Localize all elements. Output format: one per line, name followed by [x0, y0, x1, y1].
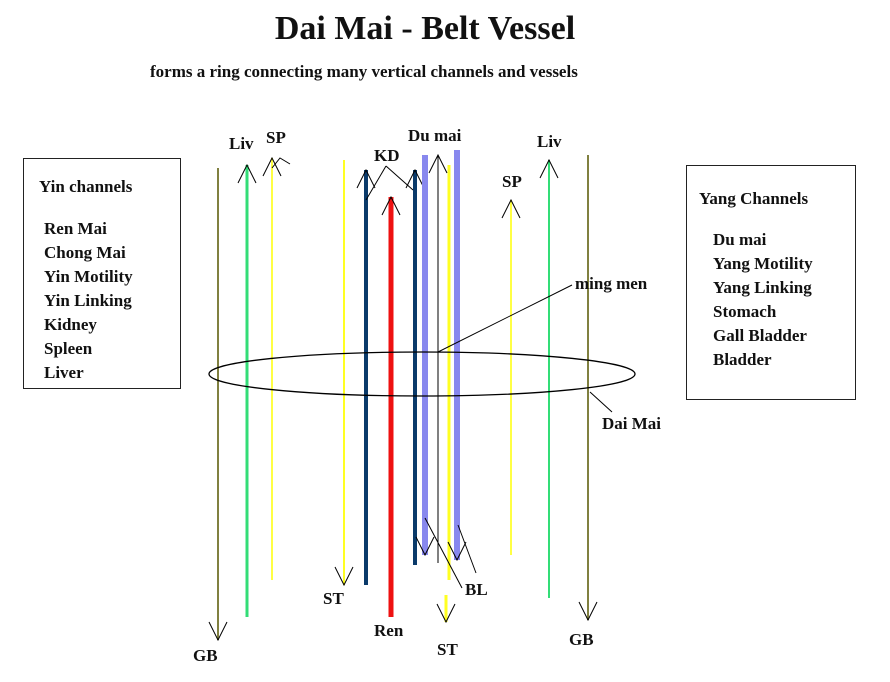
label-sp-right: SP	[502, 172, 522, 191]
yang-list: Du mai Yang Motility Yang Linking Stomac…	[713, 228, 813, 372]
arrow-up-icon	[501, 198, 521, 219]
list-item: Spleen	[44, 339, 93, 358]
arrow-down-icon	[415, 536, 435, 557]
label-ren: Ren	[374, 621, 404, 640]
list-item: Du mai	[713, 230, 767, 249]
list-item: Yang Linking	[713, 278, 812, 297]
arrow-up-icon	[428, 153, 448, 174]
ming-men-pointer	[437, 284, 573, 353]
yin-box-heading: Yin channels	[39, 177, 133, 196]
label-kd: KD	[374, 146, 400, 165]
list-item: Ren Mai	[44, 219, 107, 238]
list-item: Liver	[44, 363, 84, 382]
dai-mai-pointer	[589, 391, 613, 413]
label-gb-left: GB	[193, 646, 218, 665]
bl-pointer-right	[457, 524, 477, 574]
label-gb-right: GB	[569, 630, 594, 649]
label-st-left: ST	[323, 589, 344, 608]
diagram-subtitle: forms a ring connecting many vertical ch…	[150, 62, 578, 81]
label-st-center: ST	[437, 640, 458, 659]
kd-pointer-left	[365, 165, 387, 201]
label-dai-mai: Dai Mai	[602, 414, 662, 433]
label-bl: BL	[465, 580, 488, 599]
arrow-down-icon	[208, 621, 228, 642]
label-ming-men: ming men	[575, 274, 648, 293]
arrow-up-icon	[237, 163, 257, 184]
label-liv-right: Liv	[537, 132, 562, 151]
kd-pointer-right	[385, 165, 414, 191]
arrow-up-icon	[381, 195, 401, 216]
arrow-down-icon	[436, 603, 456, 624]
arrow-down-icon	[447, 541, 467, 562]
list-item: Chong Mai	[44, 243, 126, 262]
label-liv-left: Liv	[229, 134, 254, 153]
sp-left-pointer	[271, 157, 291, 169]
yin-list: Ren Mai Chong Mai Yin Motility Yin Linki…	[44, 217, 133, 385]
arrow-up-icon	[405, 168, 425, 189]
diagram-title: Dai Mai - Belt Vessel	[274, 10, 576, 47]
yang-box-heading: Yang Channels	[699, 189, 809, 208]
yang-channels-box: Yang Channels Du mai Yang Motility Yang …	[686, 165, 856, 400]
list-item: Bladder	[713, 350, 772, 369]
list-item: Yin Linking	[44, 291, 132, 310]
list-item: Yin Motility	[44, 267, 133, 286]
list-item: Yang Motility	[713, 254, 813, 273]
dai-mai-ring	[208, 351, 636, 397]
label-sp-left: SP	[266, 128, 286, 147]
list-item: Stomach	[713, 302, 777, 321]
arrow-up-icon	[539, 158, 559, 179]
list-item: Kidney	[44, 315, 97, 334]
arrow-down-icon	[334, 566, 354, 587]
list-item: Gall Bladder	[713, 326, 807, 345]
label-du-mai: Du mai	[408, 126, 462, 145]
yin-channels-box: Yin channels Ren Mai Chong Mai Yin Motil…	[23, 158, 181, 389]
arrow-up-icon	[356, 168, 376, 189]
arrow-down-icon	[578, 601, 598, 622]
bl-pointer-left	[424, 517, 463, 589]
arrow-up-icon	[262, 156, 282, 177]
